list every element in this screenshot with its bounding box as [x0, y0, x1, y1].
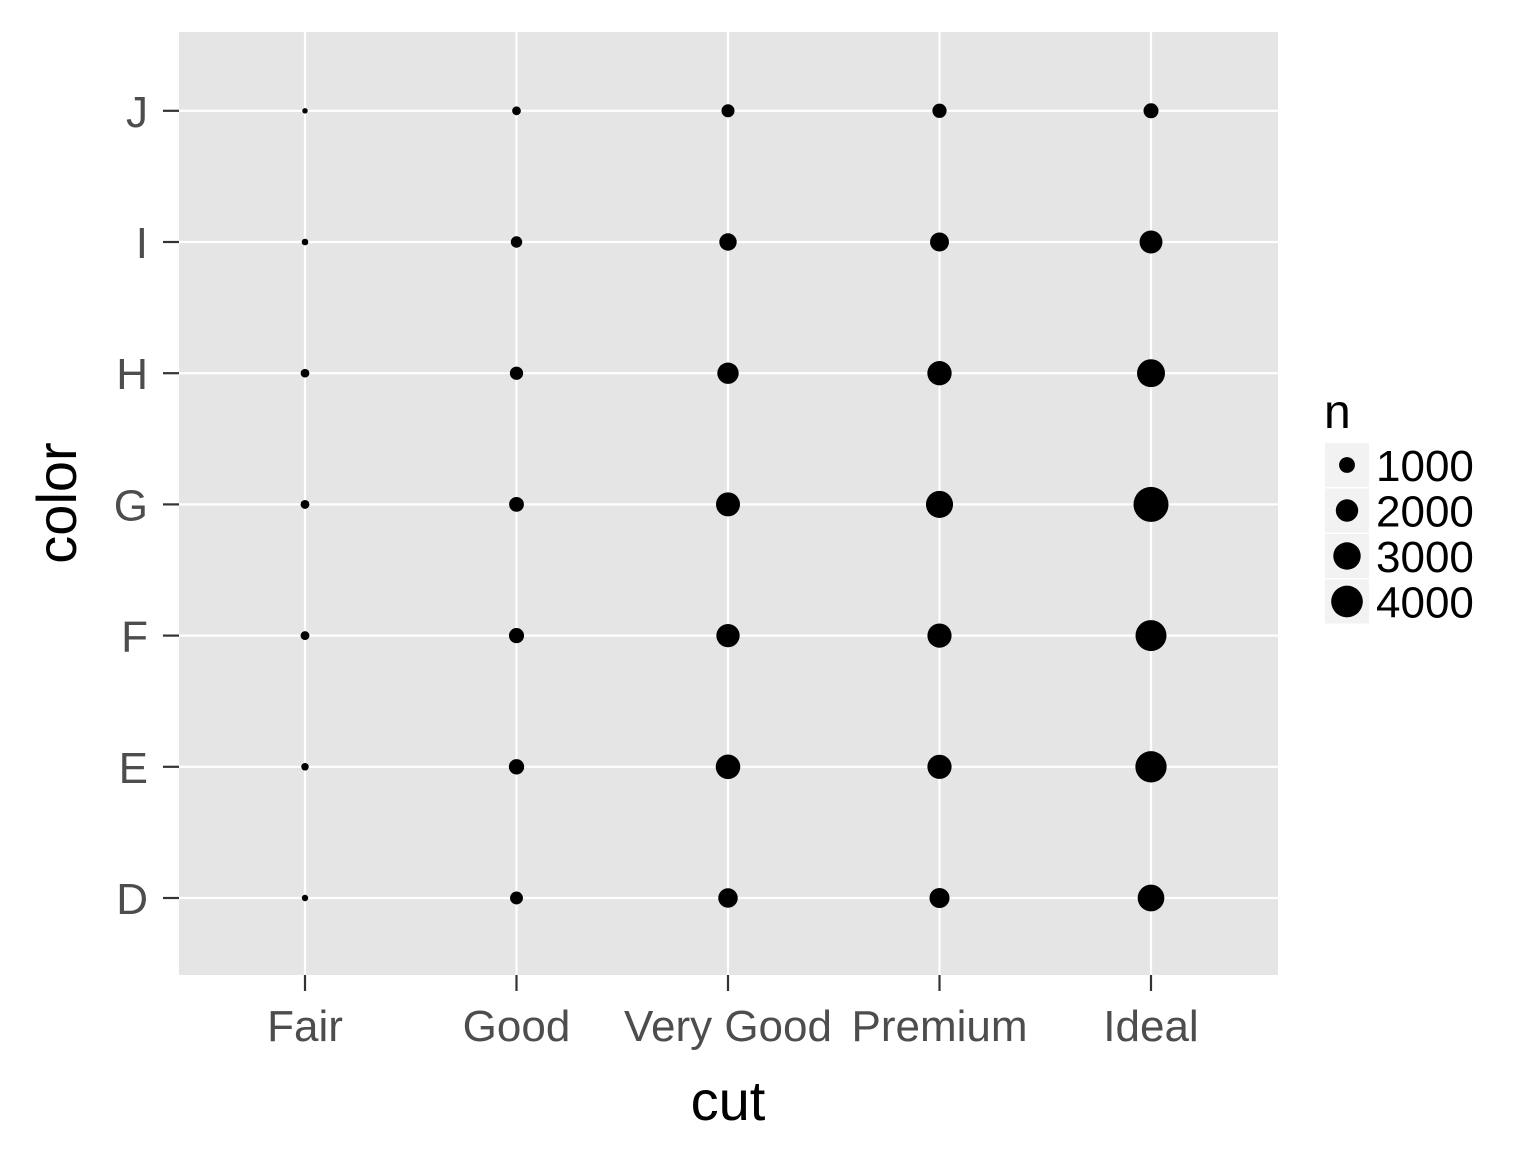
y-tick-label: I — [136, 219, 148, 268]
data-point — [927, 623, 952, 648]
data-point — [929, 887, 950, 909]
y-tick-label: H — [116, 350, 148, 399]
legend-label: 2000 — [1376, 488, 1474, 537]
x-tick-label: Ideal — [1103, 1002, 1198, 1051]
data-point — [1137, 359, 1165, 388]
data-point — [927, 754, 952, 779]
data-point — [715, 754, 741, 780]
data-points — [300, 103, 1169, 912]
data-point — [1135, 751, 1167, 783]
data-point — [300, 368, 310, 378]
x-tick-label: Fair — [267, 1002, 343, 1051]
data-point — [1137, 884, 1165, 912]
data-point — [510, 236, 523, 248]
data-point — [719, 233, 737, 251]
data-point — [715, 492, 741, 517]
x-tick-label: Good — [463, 1002, 571, 1051]
data-point — [509, 497, 524, 512]
x-tick-label: Premium — [851, 1002, 1027, 1051]
data-point — [718, 888, 738, 908]
data-point — [301, 763, 309, 771]
y-axis-title: color — [25, 442, 88, 563]
data-point — [930, 232, 949, 252]
data-point — [927, 361, 952, 386]
data-point — [300, 631, 310, 641]
data-point — [301, 238, 309, 246]
data-point — [300, 499, 310, 509]
legend-key-point — [1333, 542, 1361, 570]
data-point — [1143, 103, 1159, 119]
data-point — [1135, 620, 1167, 652]
data-point — [932, 103, 947, 118]
y-axis: D E F G H I J — [114, 88, 179, 924]
data-point — [717, 362, 739, 384]
x-tick-label: Very Good — [624, 1002, 832, 1051]
data-point — [301, 894, 309, 902]
y-tick-label: G — [114, 481, 148, 530]
data-point — [1133, 486, 1169, 522]
data-point — [1139, 230, 1163, 254]
data-point — [510, 891, 523, 905]
legend-title: n — [1324, 386, 1351, 439]
data-point — [925, 490, 954, 518]
data-point — [508, 759, 525, 775]
y-tick-label: J — [126, 88, 148, 137]
data-point — [512, 106, 521, 116]
legend-key-point — [1335, 499, 1359, 522]
legend-label: 1000 — [1376, 442, 1474, 491]
y-tick-label: E — [119, 744, 148, 793]
legend-label: 4000 — [1376, 579, 1474, 628]
data-point — [716, 623, 740, 648]
data-point — [508, 628, 525, 644]
data-point — [509, 366, 524, 380]
legend-key-point — [1331, 585, 1363, 618]
data-point — [721, 104, 735, 118]
data-point — [302, 108, 308, 114]
legend-label: 3000 — [1376, 533, 1474, 582]
y-tick-label: D — [116, 875, 148, 924]
x-axis: Fair Good Very Good Premium Ideal — [267, 975, 1199, 1051]
y-tick-label: F — [121, 613, 148, 662]
legend-key-point — [1339, 457, 1355, 473]
x-axis-title: cut — [691, 1069, 766, 1132]
